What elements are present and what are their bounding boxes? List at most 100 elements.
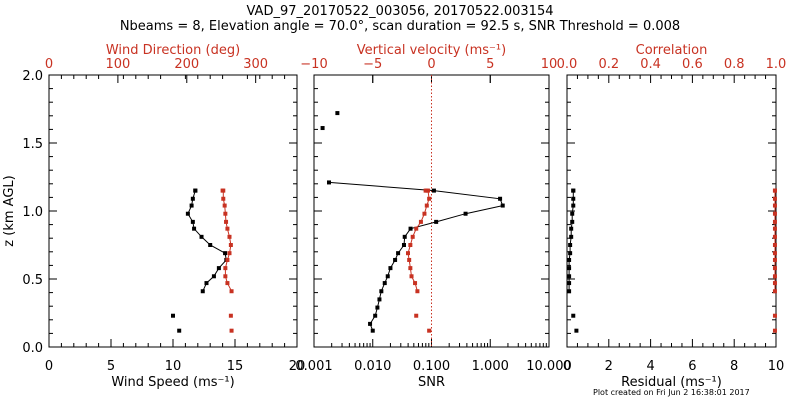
data-point-0-0-2-10 [185,211,190,216]
panel-2-frame [566,74,777,348]
data-point-0-1-2-5 [227,251,232,256]
data-point-2-0-2-11 [571,203,576,208]
bottom-tick-label: 0.010 [354,359,391,374]
bottom-tick-label: 8 [730,359,738,374]
bottom-tick-label: 0 [563,359,571,374]
data-point-0-1-2-1 [225,281,230,286]
data-point-1-0-0-12 [402,234,407,239]
data-point-0-0-2-8 [192,226,197,231]
bottom-tick-label: 4 [646,359,654,374]
bottom-axis-title: Residual (ms⁻¹) [621,375,722,390]
top-tick-label: 0.6 [682,57,703,72]
data-point-0-1-2-12 [221,196,226,201]
plot-credit: Plot created on Fri Jun 2 16:38:01 2017 [593,388,750,397]
data-point-2-1-2-1 [772,281,777,286]
data-point-2-1-2-12 [772,196,777,201]
data-point-2-1-1-0 [772,313,777,318]
data-point-1-0-0-18 [431,188,436,193]
data-point-2-0-2-12 [571,196,576,201]
top-tick-label: 200 [174,57,199,72]
data-point-0-1-2-8 [225,226,230,231]
data-point-0-0-2-3 [216,266,221,271]
data-point-2-1-2-7 [772,234,777,239]
data-point-0-0-2-6 [208,243,213,247]
data-point-0-0-2-12 [190,196,195,201]
data-point-1-1-2-1 [413,281,418,286]
top-tick-label: 10 [541,57,558,72]
data-point-0-0-2-5 [223,251,228,256]
data-point-1-0-0-6 [382,281,387,286]
data-point-1-1-2-15 [423,188,428,193]
data-point-1-1-2-8 [414,226,419,231]
data-point-1-0-0-8 [388,266,393,271]
data-point-1-0-0-14 [434,219,439,224]
bottom-tick-label: 20 [289,359,306,374]
data-point-0-0-2-9 [190,219,195,224]
data-point-1-0-0-15 [463,211,468,216]
data-point-1-0-0-0 [370,328,375,333]
bottom-tick-label: 0.100 [413,359,450,374]
data-point-2-0-2-3 [567,266,572,271]
data-point-1-0-0-2 [373,313,378,318]
data-point-0-1-2-2 [223,274,228,279]
data-point-2-0-0-0 [574,328,579,333]
bottom-axis-title: SNR [418,375,445,390]
data-point-2-0-2-5 [568,251,573,256]
data-point-1-0-0-5 [379,289,384,294]
data-point-2-0-2-0 [567,289,572,294]
data-point-0-0-2-2 [211,274,216,279]
series-line-0-0-2 [187,190,227,292]
data-point-2-1-2-6 [772,243,777,247]
bottom-tick-label: 1.000 [472,359,509,374]
data-point-2-0-2-2 [567,274,572,279]
data-point-1-1-2-4 [407,257,412,262]
top-tick-label: 0.8 [724,57,745,72]
top-axis-title: Wind Direction (deg) [106,43,240,58]
data-point-1-0-0-7 [385,274,390,279]
data-point-1-1-2-6 [408,243,413,247]
y-tick-label: 0.5 [22,273,43,288]
data-point-0-1-1-0 [229,328,234,333]
data-point-0-0-2-11 [189,203,194,208]
data-point-2-0-2-7 [569,234,574,239]
data-point-1-1-2-9 [418,219,423,224]
data-point-0-1-2-4 [225,257,230,262]
top-tick-label: 100 [105,57,130,72]
top-tick-label: −10 [300,57,327,72]
data-point-2-0-2-14 [571,188,576,193]
top-tick-label: 5 [486,57,494,72]
data-point-1-1-2-12 [427,196,432,201]
data-point-2-1-2-0 [772,289,777,294]
data-point-0-1-2-14 [220,188,225,193]
bottom-tick-label: 10 [768,359,785,374]
data-point-2-1-2-3 [772,266,777,271]
bottom-tick-label: 0 [45,359,53,374]
data-point-0-0-2-1 [204,281,209,286]
data-point-1-0-0-17 [498,196,503,201]
data-point-1-0-0-16 [500,203,505,208]
data-point-2-0-2-8 [569,226,574,231]
top-tick-label: 0 [427,57,435,72]
data-point-1-1-2-3 [408,266,413,271]
data-point-1-0-0-1 [368,321,373,326]
data-point-0-1-0-0 [228,313,233,318]
data-point-2-1-2-4 [772,257,777,262]
bottom-axis-title: Wind Speed (ms⁻¹) [111,375,234,390]
data-point-0-1-2-10 [223,211,228,216]
data-point-2-1-2-5 [772,251,777,256]
data-point-0-1-2-6 [228,243,233,247]
data-point-0-0-1-0 [177,328,182,333]
data-point-1-0-0-9 [393,257,398,262]
data-point-0-1-2-7 [227,234,232,239]
data-point-2-0-2-9 [570,219,575,224]
data-point-1-0-0-3 [375,305,380,310]
data-point-0-1-2-3 [223,266,228,271]
y-axis-title: z (km AGL) [2,175,17,246]
data-point-2-0-1-0 [571,313,576,318]
data-point-2-0-2-1 [567,281,572,286]
top-tick-label: −5 [363,57,382,72]
data-point-2-0-2-6 [568,243,573,247]
top-tick-label: 1.0 [766,57,787,72]
top-tick-label: 0.4 [640,57,661,72]
